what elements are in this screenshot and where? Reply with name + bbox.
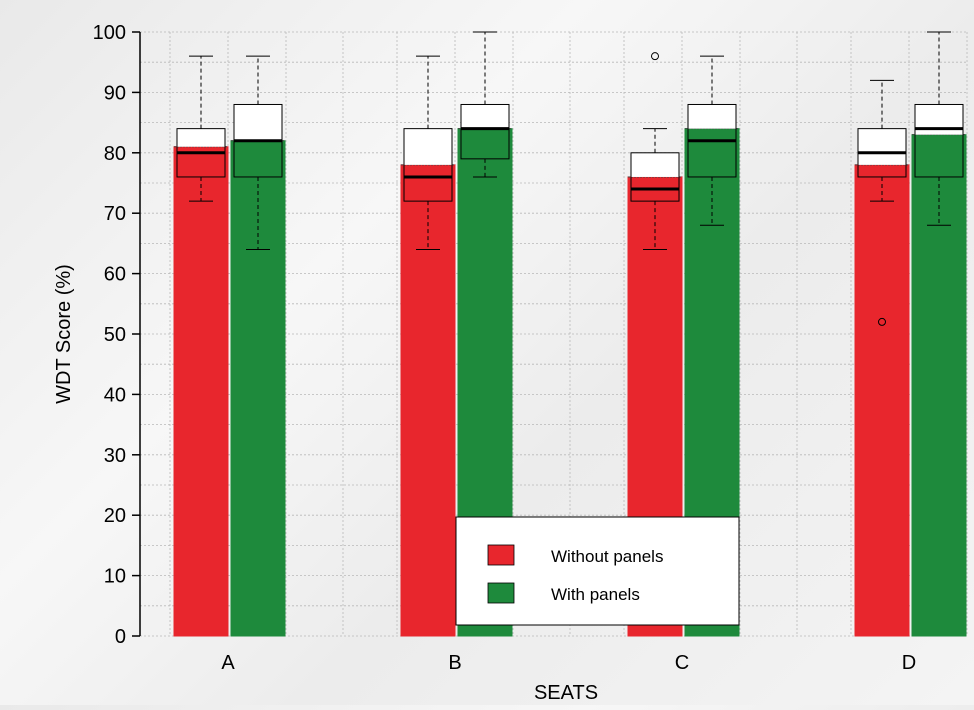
y-tick-label: 50 — [104, 324, 126, 346]
legend-label-with-panels: With panels — [551, 585, 640, 604]
x-axis-title: SEATS — [534, 682, 598, 704]
box-D-with-panels — [914, 103, 964, 178]
legend-swatch-with-panels — [487, 582, 515, 604]
x-tick-label: D — [902, 652, 916, 674]
x-ticks: A B C D — [221, 652, 916, 674]
box-fill — [688, 104, 736, 129]
box-C-without-panels — [630, 152, 680, 202]
box-fill — [234, 104, 282, 141]
bar-A-without-panels — [173, 146, 229, 637]
box-B-with-panels — [460, 103, 510, 160]
y-tick-label: 60 — [104, 264, 126, 286]
box-fill — [858, 128, 906, 165]
box-B-without-panels — [403, 128, 453, 202]
box-fill — [915, 104, 963, 135]
box-fill — [404, 128, 452, 165]
y-tick-label: 100 — [93, 22, 126, 44]
legend-box — [455, 516, 740, 626]
y-tick-label: 30 — [104, 445, 126, 467]
y-tick-label: 20 — [104, 505, 126, 527]
y-ticks: 0 10 20 30 40 50 60 70 80 90 100 — [93, 22, 140, 648]
y-tick-label: 40 — [104, 384, 126, 406]
bar-D-without-panels — [854, 164, 910, 637]
y-tick-label: 90 — [104, 82, 126, 104]
y-tick-label: 80 — [104, 143, 126, 165]
x-tick-label: A — [221, 652, 235, 674]
bar-D-with-panels — [911, 134, 967, 637]
bar-B-without-panels — [400, 164, 456, 637]
legend: Without panels With panels — [455, 516, 740, 626]
box-fill — [177, 128, 225, 147]
x-tick-label: B — [448, 652, 461, 674]
y-tick-label: 70 — [104, 203, 126, 225]
box-fill — [631, 152, 679, 177]
outlier-point — [878, 317, 886, 326]
y-tick-label: 10 — [104, 566, 126, 588]
legend-label-without-panels: Without panels — [551, 547, 663, 566]
legend-swatch-without-panels — [487, 544, 515, 566]
outlier-point — [651, 52, 659, 61]
box-fill — [461, 104, 509, 129]
y-tick-label: 0 — [115, 626, 126, 648]
x-tick-label: C — [675, 652, 689, 674]
boxplots — [176, 31, 964, 326]
bar-A-with-panels — [230, 140, 286, 637]
y-axis-title: WDT Score (%) — [53, 264, 75, 404]
